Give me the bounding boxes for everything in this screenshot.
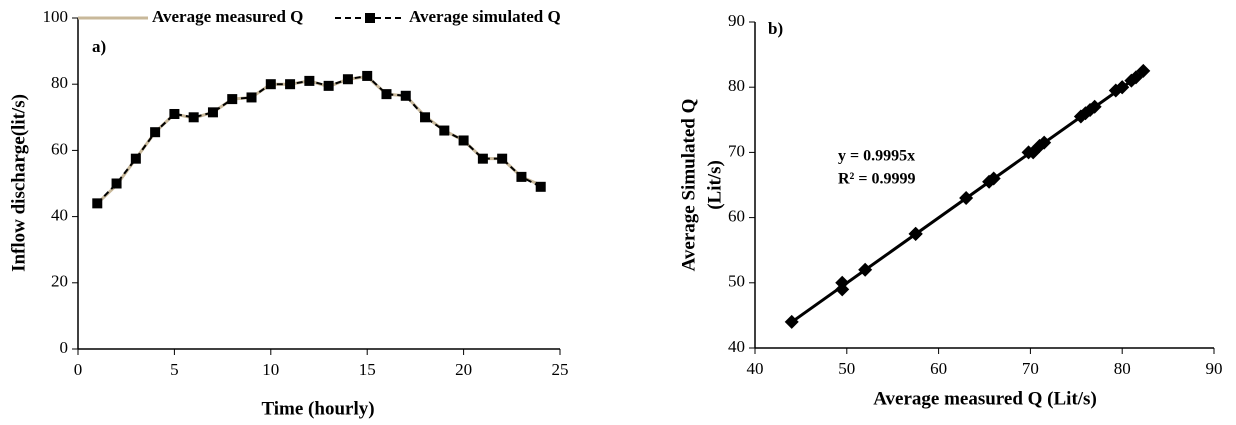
x-axis-label: Average measured Q (Lit/s) <box>873 388 1097 409</box>
panel-label: b) <box>768 19 783 38</box>
y-tick-label: 40 <box>51 206 68 225</box>
x-tick-label: 10 <box>262 360 279 379</box>
y-tick-label: 40 <box>728 337 745 356</box>
panel-label: a) <box>92 37 106 56</box>
x-tick-label: 25 <box>552 360 569 379</box>
y-tick-label: 60 <box>51 139 68 158</box>
point <box>1083 103 1098 118</box>
y-tick-label: 80 <box>51 73 68 92</box>
marker <box>130 153 141 164</box>
marker <box>188 112 199 123</box>
y-axis-label: (Lit/s) <box>704 160 725 210</box>
marker <box>265 79 276 90</box>
point <box>959 191 974 206</box>
point <box>784 314 799 329</box>
marker <box>92 198 103 209</box>
marker <box>362 70 373 81</box>
marker <box>246 92 257 103</box>
x-tick-label: 5 <box>170 360 179 379</box>
point <box>1136 63 1151 78</box>
series-line <box>96 75 542 205</box>
legend-marker <box>365 13 375 23</box>
annotation: y = 0.9995x <box>838 148 915 165</box>
point <box>1037 135 1052 150</box>
marker <box>458 135 469 146</box>
marker <box>477 153 488 164</box>
y-tick-label: 70 <box>728 141 745 160</box>
x-tick-label: 90 <box>1206 359 1223 378</box>
point <box>908 226 923 241</box>
x-tick-label: 50 <box>838 359 855 378</box>
x-axis-label: Time (hourly) <box>261 398 374 419</box>
x-tick-label: 80 <box>1114 359 1131 378</box>
x-tick-label: 70 <box>1022 359 1039 378</box>
x-tick-label: 20 <box>455 360 472 379</box>
y-axis-label: Inflow discharge(lit/s) <box>8 94 29 272</box>
y-axis-label: Average Simulated Q <box>678 99 699 272</box>
marker <box>150 127 161 138</box>
marker <box>111 178 122 189</box>
y-tick-label: 100 <box>43 7 69 26</box>
annotation: R² = 0.9999 <box>838 171 915 188</box>
marker <box>439 125 450 136</box>
legend-label: Average measured Q <box>152 7 303 26</box>
marker <box>497 153 508 164</box>
legend-label: Average simulated Q <box>409 7 561 26</box>
marker <box>227 94 238 105</box>
marker <box>285 79 296 90</box>
marker <box>323 80 334 91</box>
point <box>1026 145 1041 160</box>
marker <box>342 74 353 85</box>
y-tick-label: 80 <box>728 76 745 95</box>
y-tick-label: 90 <box>728 11 745 30</box>
x-tick-label: 0 <box>74 360 83 379</box>
marker <box>400 90 411 101</box>
y-tick-label: 50 <box>728 272 745 291</box>
marker <box>516 171 527 182</box>
y-tick-label: 60 <box>728 207 745 226</box>
y-tick-label: 20 <box>51 272 68 291</box>
marker <box>304 75 315 86</box>
x-tick-label: 40 <box>747 359 764 378</box>
series-line <box>96 74 542 205</box>
marker <box>207 107 218 118</box>
point <box>1108 83 1123 98</box>
marker <box>420 112 431 123</box>
y-tick-label: 0 <box>60 338 69 357</box>
marker <box>169 108 180 119</box>
point <box>858 262 873 277</box>
point <box>835 282 850 297</box>
x-tick-label: 15 <box>359 360 376 379</box>
marker <box>535 181 546 192</box>
marker <box>381 89 392 100</box>
x-tick-label: 60 <box>930 359 947 378</box>
point <box>986 171 1001 186</box>
